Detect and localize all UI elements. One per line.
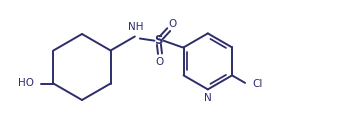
Text: NH: NH [128,23,143,32]
Text: Cl: Cl [252,79,262,89]
Text: HO: HO [18,78,34,89]
Text: S: S [154,34,163,47]
Text: O: O [155,57,164,67]
Text: N: N [204,93,212,103]
Text: O: O [168,19,176,29]
